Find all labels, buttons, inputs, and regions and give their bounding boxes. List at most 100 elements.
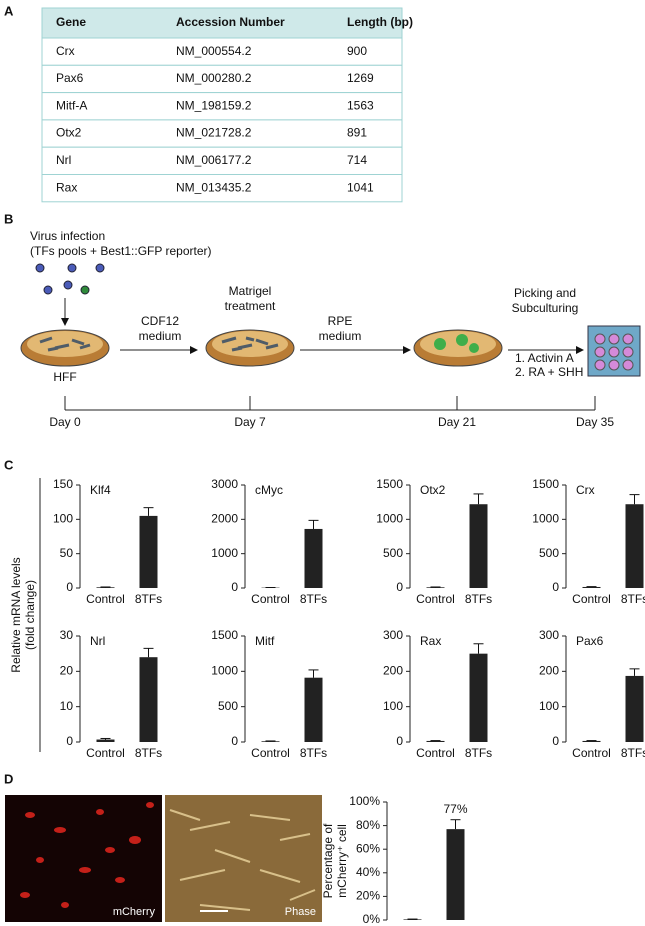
y-axis-label: Percentage of xyxy=(321,823,335,898)
x-tick-label: 8TFs xyxy=(300,746,327,760)
y-tick-label: 0 xyxy=(66,734,73,748)
panel-label: D xyxy=(4,771,13,786)
diagram-text: Matrigel xyxy=(229,284,272,298)
diagram-text: Virus infection xyxy=(30,229,105,243)
y-tick-label: 20 xyxy=(60,664,74,678)
table-cell: NM_021728.2 xyxy=(176,126,252,140)
x-tick-label: Control xyxy=(572,592,611,606)
arrowhead xyxy=(61,318,69,326)
timeline-ticks xyxy=(64,396,596,410)
arrowhead xyxy=(403,346,411,354)
y-tick-label: 1000 xyxy=(211,664,238,678)
dish xyxy=(20,329,110,367)
y-axis-label: Relative mRNA levels xyxy=(9,557,23,672)
table-header: Gene xyxy=(56,15,86,29)
y-tick-label: 150 xyxy=(53,477,73,491)
table-row xyxy=(41,174,403,203)
y-tick-label: 0 xyxy=(396,734,403,748)
y-tick-label: 0 xyxy=(552,734,559,748)
arrowhead xyxy=(190,346,198,354)
chart-title: Otx2 xyxy=(420,483,446,497)
dish xyxy=(205,329,295,367)
chart-title: Rax xyxy=(420,634,441,648)
chart-title: Pax6 xyxy=(576,634,604,648)
table-row xyxy=(41,146,403,175)
x-tick-label: 8TFs xyxy=(135,592,162,606)
y-tick-label: 1500 xyxy=(211,628,238,642)
chart-title: Mitf xyxy=(255,634,275,648)
y-tick-label: 0 xyxy=(231,580,238,594)
table-cell: 1269 xyxy=(347,71,374,85)
y-tick-label: 10 xyxy=(60,699,74,713)
table-cell: Crx xyxy=(56,44,75,58)
day-label: Day 7 xyxy=(234,415,266,429)
y-tick-label: 0 xyxy=(396,580,403,594)
table-header: Accession Number xyxy=(176,15,285,29)
table-row xyxy=(41,92,403,121)
diagram-text: medium xyxy=(139,329,182,343)
micrograph xyxy=(5,795,162,922)
bar xyxy=(625,504,644,588)
table-cell: 1563 xyxy=(347,98,374,112)
y-tick-label: 80% xyxy=(356,818,380,832)
y-axis-label: mCherry⁺ cell xyxy=(335,824,349,898)
table-header-bg xyxy=(41,7,403,39)
well-plate xyxy=(587,325,641,377)
diagram-text: 1. Activin A xyxy=(515,351,574,365)
bar xyxy=(304,677,323,742)
bar xyxy=(261,741,280,742)
diagram-text: HFF xyxy=(53,370,76,384)
bar xyxy=(96,587,115,588)
x-tick-label: 8TFs xyxy=(465,746,492,760)
bar xyxy=(403,919,422,920)
x-tick-label: Control xyxy=(251,746,290,760)
bar xyxy=(139,515,158,588)
y-tick-label: 30 xyxy=(60,628,74,642)
y-tick-label: 1500 xyxy=(532,477,559,491)
y-tick-label: 1500 xyxy=(376,477,403,491)
bar xyxy=(426,740,445,742)
x-tick-label: Control xyxy=(416,746,455,760)
table-cell: 1041 xyxy=(347,180,374,194)
x-tick-label: 8TFs xyxy=(465,592,492,606)
bar xyxy=(469,504,488,588)
diagram-text: Picking and xyxy=(514,286,576,300)
bar xyxy=(446,829,465,920)
y-tick-label: 20% xyxy=(356,889,380,903)
day-label: Day 21 xyxy=(438,415,476,429)
bar xyxy=(582,740,601,742)
micrograph xyxy=(165,795,322,922)
x-tick-label: Control xyxy=(86,746,125,760)
table-cell: Otx2 xyxy=(56,126,82,140)
bar xyxy=(582,586,601,588)
table-cell: NM_000554.2 xyxy=(176,44,252,58)
table-row xyxy=(41,64,403,94)
y-axis-label: (fold change) xyxy=(23,580,37,650)
day-label: Day 35 xyxy=(576,415,614,429)
y-tick-label: 1000 xyxy=(376,512,403,526)
y-tick-label: 500 xyxy=(539,546,559,560)
x-tick-label: 8TFs xyxy=(621,746,645,760)
y-tick-label: 0 xyxy=(66,580,73,594)
y-tick-label: 2000 xyxy=(211,512,238,526)
y-tick-label: 1000 xyxy=(211,546,238,560)
y-tick-label: 0% xyxy=(363,912,381,926)
x-tick-label: 8TFs xyxy=(621,592,645,606)
x-tick-label: Control xyxy=(86,592,125,606)
table-cell: NM_198159.2 xyxy=(176,98,252,112)
table-cell: Pax6 xyxy=(56,71,84,85)
table-header: Length (bp) xyxy=(347,15,413,29)
panel-label: C xyxy=(4,457,14,472)
table-cell: 900 xyxy=(347,44,367,58)
table-cell: Rax xyxy=(56,180,77,194)
y-tick-label: 60% xyxy=(356,841,380,855)
y-tick-label: 200 xyxy=(539,664,559,678)
y-tick-label: 500 xyxy=(383,546,403,560)
panel-label: A xyxy=(4,3,14,18)
table-cell: NM_013435.2 xyxy=(176,180,252,194)
x-tick-label: 8TFs xyxy=(300,592,327,606)
x-tick-label: Control xyxy=(572,746,611,760)
workflow-diagram: Virus infection (TFs pools + Best1::GFP … xyxy=(20,229,641,429)
